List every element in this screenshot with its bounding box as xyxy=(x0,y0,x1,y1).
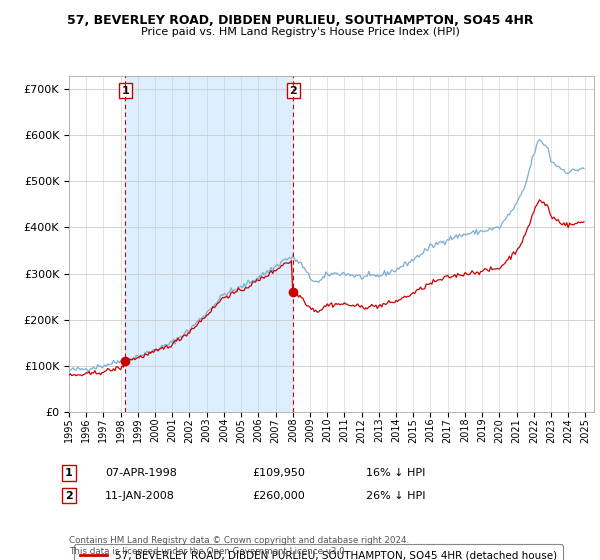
Legend: 57, BEVERLEY ROAD, DIBDEN PURLIEU, SOUTHAMPTON, SO45 4HR (detached house), HPI: : 57, BEVERLEY ROAD, DIBDEN PURLIEU, SOUTH… xyxy=(74,544,563,560)
Text: Price paid vs. HM Land Registry's House Price Index (HPI): Price paid vs. HM Land Registry's House … xyxy=(140,27,460,37)
Text: 1: 1 xyxy=(121,86,129,96)
Text: 26% ↓ HPI: 26% ↓ HPI xyxy=(366,491,425,501)
Bar xyxy=(125,76,293,412)
Text: £260,000: £260,000 xyxy=(252,491,305,501)
Text: 07-APR-1998: 07-APR-1998 xyxy=(105,468,177,478)
Text: £109,950: £109,950 xyxy=(252,468,305,478)
Text: 57, BEVERLEY ROAD, DIBDEN PURLIEU, SOUTHAMPTON, SO45 4HR: 57, BEVERLEY ROAD, DIBDEN PURLIEU, SOUTH… xyxy=(67,14,533,27)
Text: 11-JAN-2008: 11-JAN-2008 xyxy=(105,491,175,501)
Text: 1: 1 xyxy=(65,468,73,478)
Text: Contains HM Land Registry data © Crown copyright and database right 2024.
This d: Contains HM Land Registry data © Crown c… xyxy=(69,536,409,556)
Text: 16% ↓ HPI: 16% ↓ HPI xyxy=(366,468,425,478)
Text: 2: 2 xyxy=(65,491,73,501)
Text: 2: 2 xyxy=(289,86,297,96)
